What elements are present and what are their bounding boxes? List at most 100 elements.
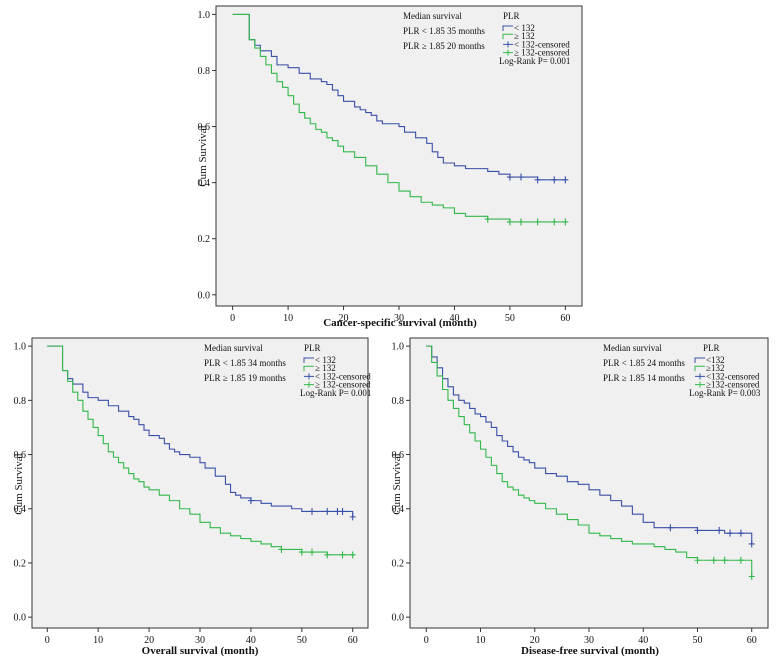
x-tick-label: 10 <box>93 635 103 646</box>
x-axis-label: Disease-free survival (month) <box>521 645 659 657</box>
censor-mark <box>694 526 701 534</box>
censor-mark <box>298 548 305 556</box>
legend-censor-swatch <box>304 373 314 380</box>
legend-entry: < 132 <box>315 355 336 365</box>
x-tick-label: 20 <box>339 313 349 324</box>
km-panel-1: 0.0 0.2 0.4 0.6 0.8 1.0 0 10 20 30 40 50 60 Cancer-sp… <box>197 5 583 329</box>
plot-area <box>409 337 769 629</box>
censor-mark <box>339 507 346 515</box>
censor-mark <box>727 529 734 537</box>
y-tick-label: 0.8 <box>198 66 211 77</box>
survival-curve-blue <box>232 13 566 181</box>
legend-median-line: PLR < 1.85 35 months <box>403 26 485 36</box>
x-tick-label: 60 <box>747 635 757 646</box>
x-tick-label: 50 <box>297 635 307 646</box>
censor-mark <box>737 529 744 537</box>
legend-censor-swatch <box>304 381 314 388</box>
x-tick-label: 60 <box>348 635 358 646</box>
x-tick-label: 30 <box>584 635 594 646</box>
legend-pvalue: Log-Rank P= 0.001 <box>300 388 371 398</box>
censor-mark <box>534 176 541 184</box>
legend-entry: ≥132 <box>706 363 724 373</box>
legend-censor-swatch <box>503 49 513 56</box>
legend-entry: ≥ 132 <box>315 363 336 373</box>
survival-curve-green <box>232 13 566 223</box>
censor-mark <box>562 218 569 226</box>
legend-censor-swatch <box>695 381 705 388</box>
y-tick-label: 0.8 <box>14 396 27 407</box>
x-axis-label: Overall survival (month) <box>142 645 259 657</box>
censor-mark <box>506 218 513 226</box>
censor-mark <box>562 176 569 184</box>
y-tick-label: 0.2 <box>198 234 211 245</box>
legend-line-swatch <box>502 33 513 40</box>
legend-median-line: PLR ≥ 1.85 19 months <box>204 373 286 383</box>
censor-mark <box>349 551 356 559</box>
x-tick-label: 50 <box>505 313 515 324</box>
y-tick-label: 0.6 <box>14 450 27 461</box>
legend-group-title: PLR <box>304 343 321 353</box>
survival-curve-blue <box>47 345 354 517</box>
legend-entry: <132-censored <box>706 371 760 381</box>
y-tick-label: 0.0 <box>14 613 27 624</box>
legend-censor-swatch <box>503 41 513 48</box>
censor-mark <box>748 540 755 548</box>
legend-line-swatch <box>502 25 513 31</box>
legend-pvalue: Log-Rank P= 0.003 <box>689 388 761 398</box>
survival-curve-blue <box>426 345 753 544</box>
censor-mark <box>518 218 524 226</box>
censor-mark <box>506 173 513 181</box>
y-tick-label: 0.4 <box>14 504 27 515</box>
x-tick-label: 0 <box>424 635 429 646</box>
legend: Median survival PLR PLR < 1.85 24 months PL… <box>603 343 761 398</box>
legend-line-swatch <box>303 365 314 372</box>
censor-mark <box>324 551 331 559</box>
censor-mark <box>716 526 723 534</box>
x-axis-label: Cancer-specific survival (month) <box>323 317 477 329</box>
censor-mark <box>484 215 491 223</box>
legend-entry: < 132-censored <box>514 39 570 49</box>
km-panel-3: 0.0 0.2 0.4 0.6 0.8 1.0 0 10 20 30 40 50 60 Disease-f… <box>391 337 769 657</box>
censor-mark <box>518 173 524 181</box>
censor-mark <box>309 507 315 515</box>
legend: Median survival PLR PLR < 1.85 34 months PL… <box>204 343 371 398</box>
censor-mark <box>334 507 341 515</box>
legend-line-swatch <box>694 357 705 363</box>
legend-group-title: PLR <box>703 343 720 353</box>
x-tick-label: 0 <box>45 635 50 646</box>
km-panel-2: 0.0 0.2 0.4 0.6 0.8 1.0 0 10 20 30 40 50 60 Overall s… <box>13 337 371 657</box>
legend-median-title: Median survival <box>204 343 263 353</box>
legend-censor-swatch <box>695 373 705 380</box>
x-tick-label: 10 <box>283 313 293 324</box>
x-tick-label: 50 <box>692 635 702 646</box>
y-axis-label: Cum Survival <box>391 453 403 514</box>
y-tick-label: 0.6 <box>392 450 405 461</box>
x-tick-label: 40 <box>449 313 459 324</box>
censor-mark <box>247 497 254 505</box>
censor-mark <box>721 556 728 564</box>
censor-mark <box>551 176 558 184</box>
censor-mark <box>324 507 331 515</box>
legend: Median survival PLR PLR < 1.85 35 months PL… <box>403 11 570 66</box>
legend-median-line: PLR < 1.85 34 months <box>204 358 286 368</box>
x-tick-label: 40 <box>638 635 648 646</box>
censor-mark <box>748 573 755 581</box>
x-tick-label: 20 <box>144 635 154 646</box>
censor-mark <box>551 218 558 226</box>
censor-mark <box>694 556 701 564</box>
censor-mark <box>534 218 541 226</box>
y-tick-label: 0.4 <box>198 178 211 189</box>
legend-median-title: Median survival <box>603 343 662 353</box>
y-tick-label: 0.2 <box>14 558 27 569</box>
legend-entry: ≥ 132-censored <box>315 380 371 390</box>
y-tick-label: 0.4 <box>392 504 405 515</box>
censor-mark <box>737 556 744 564</box>
survival-curve-green <box>426 345 753 577</box>
y-tick-label: 0.0 <box>198 290 211 301</box>
x-tick-label: 60 <box>560 313 570 324</box>
x-tick-label: 10 <box>476 635 486 646</box>
legend-entry: ≥132-censored <box>706 380 760 390</box>
y-tick-label: 0.8 <box>392 396 405 407</box>
legend-entry: <132 <box>706 355 725 365</box>
